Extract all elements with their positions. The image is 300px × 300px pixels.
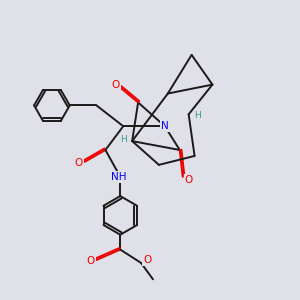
- Text: N: N: [161, 121, 169, 131]
- Text: O: O: [112, 80, 120, 90]
- Text: O: O: [143, 255, 151, 265]
- Text: NH: NH: [111, 172, 127, 182]
- Text: O: O: [86, 256, 95, 266]
- Text: H: H: [194, 111, 201, 120]
- Text: H: H: [120, 135, 127, 144]
- Text: O: O: [184, 175, 193, 185]
- Text: O: O: [74, 158, 83, 168]
